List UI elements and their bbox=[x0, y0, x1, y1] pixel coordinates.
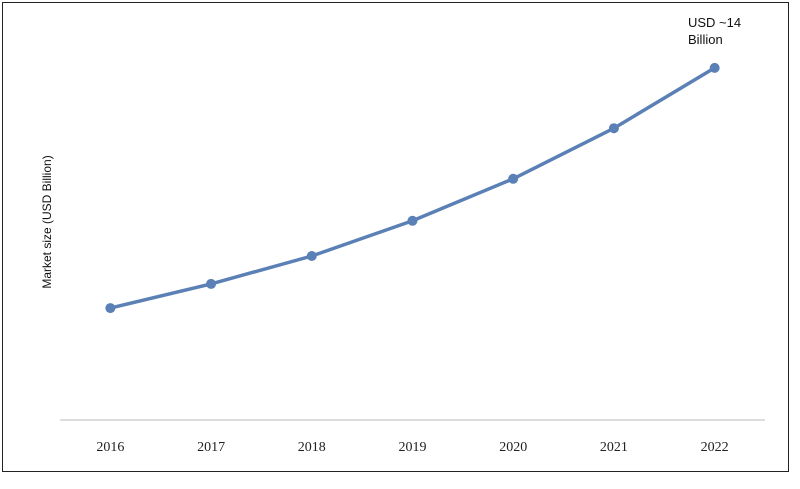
point bbox=[608, 123, 619, 134]
x-tick-label: 2019 bbox=[399, 440, 427, 455]
x-tick-label: 2022 bbox=[701, 440, 729, 455]
x-tick-label: 2021 bbox=[600, 440, 628, 455]
x-tick-label: 2020 bbox=[499, 440, 527, 455]
point bbox=[508, 173, 519, 184]
x-tick-label: 2016 bbox=[96, 440, 124, 455]
point bbox=[709, 62, 720, 73]
line bbox=[109, 66, 716, 310]
point bbox=[105, 303, 116, 314]
y-axis-label: Market size (USD Billion) bbox=[40, 155, 54, 288]
x-tick-label: 2018 bbox=[298, 440, 326, 455]
point bbox=[407, 215, 418, 226]
point bbox=[206, 278, 217, 289]
x-tick-label: 2017 bbox=[197, 440, 225, 455]
point bbox=[306, 251, 317, 261]
annotation: USD ~14 Billion bbox=[688, 15, 742, 47]
frame bbox=[2, 2, 789, 472]
